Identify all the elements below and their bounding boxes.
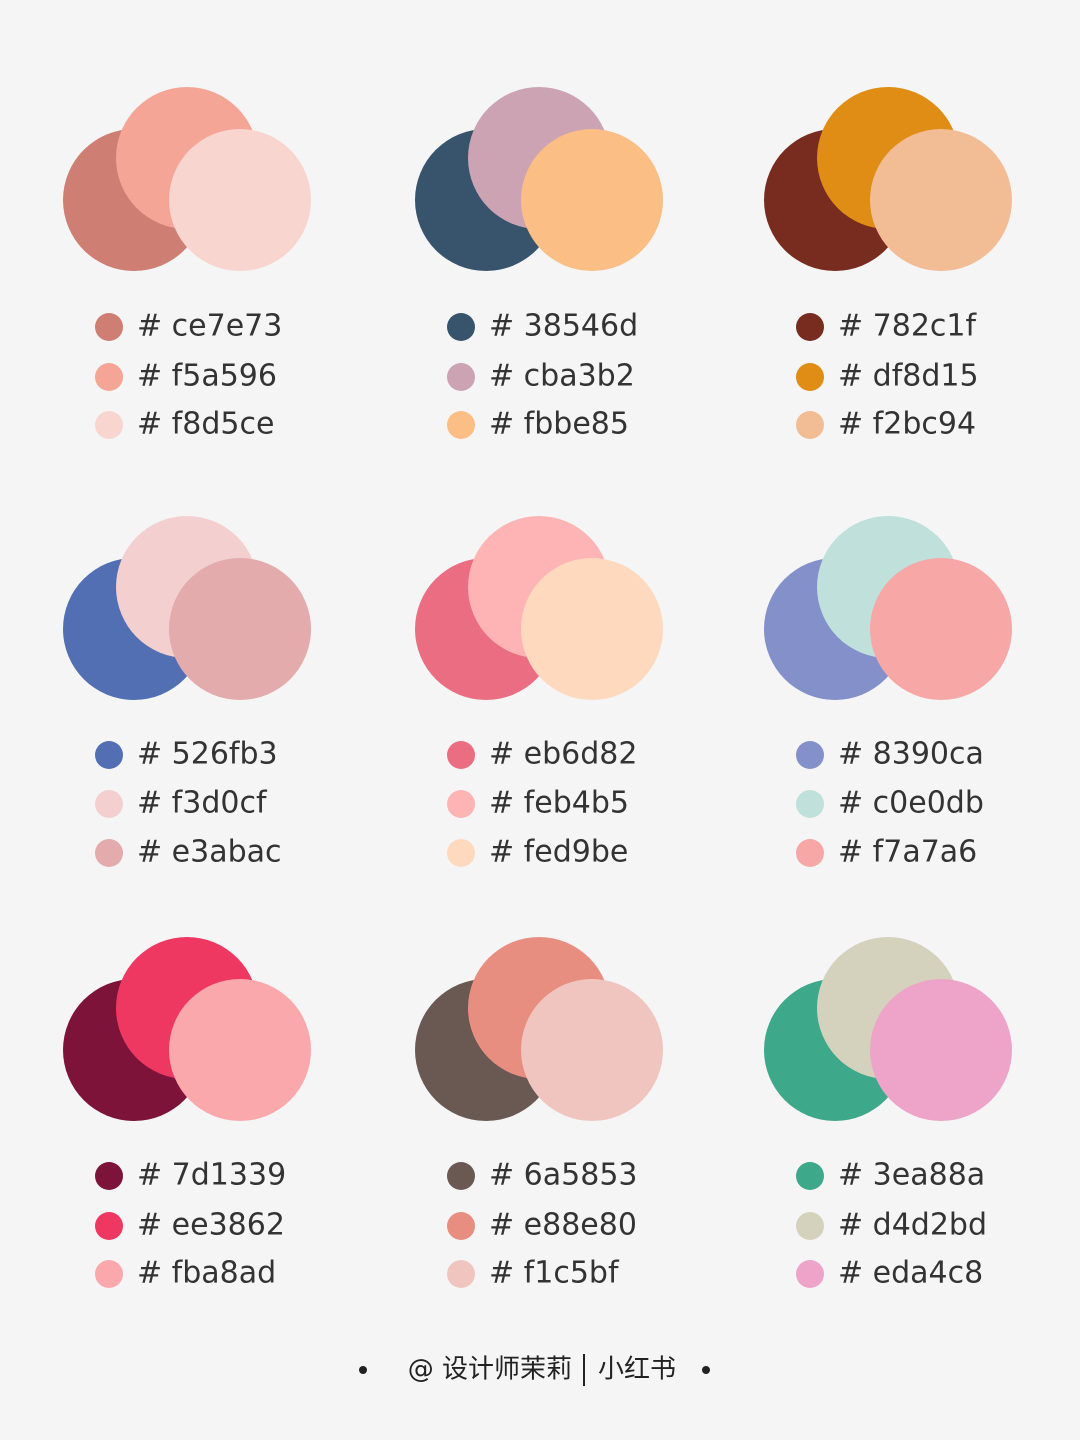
color-code: # d4d2bd (838, 1208, 987, 1243)
footer-dot (359, 1366, 367, 1374)
color-code: # e3abac (137, 835, 282, 870)
swatch-dot (796, 363, 824, 391)
swatch-dot (447, 363, 475, 391)
swatch-circle (521, 129, 663, 271)
color-code: # fba8ad (137, 1256, 276, 1291)
color-code: # eda4c8 (838, 1256, 983, 1291)
swatch-circle (521, 979, 663, 1121)
color-code: # f8d5ce (137, 407, 274, 442)
swatch-dot (447, 1212, 475, 1240)
color-code: # 3ea88a (838, 1158, 985, 1193)
swatch-circle (169, 979, 311, 1121)
color-code: # 782c1f (838, 309, 978, 344)
swatch-dot (95, 1162, 123, 1190)
color-code: # 38546d (489, 309, 638, 344)
swatch-dot (796, 790, 824, 818)
swatch-circle (870, 558, 1012, 700)
swatch-dot (95, 363, 123, 391)
footer-handle: @ 设计师茉莉 (408, 1355, 572, 1385)
color-code: # 526fb3 (137, 737, 278, 772)
swatch-dot (796, 1162, 824, 1190)
swatch-circle (870, 979, 1012, 1121)
color-code: # feb4b5 (489, 786, 629, 821)
swatch-dot (95, 741, 123, 769)
swatch-dot (447, 1260, 475, 1288)
swatch-dot (95, 1212, 123, 1240)
color-code: # 7d1339 (137, 1158, 286, 1193)
swatch-circle (521, 558, 663, 700)
footer-platform: 小红书 (598, 1355, 676, 1385)
swatch-dot (447, 839, 475, 867)
color-code: # ee3862 (137, 1208, 285, 1243)
color-code: # fbbe85 (489, 407, 629, 442)
color-code: # c0e0db (838, 786, 984, 821)
color-code: # f5a596 (137, 359, 277, 394)
swatch-dot (95, 839, 123, 867)
swatch-dot (447, 1162, 475, 1190)
swatch-dot (796, 1212, 824, 1240)
color-code: # f7a7a6 (838, 835, 977, 870)
swatch-dot (95, 790, 123, 818)
swatch-dot (796, 1260, 824, 1288)
swatch-dot (447, 313, 475, 341)
color-code: # f2bc94 (838, 407, 976, 442)
swatch-dot (95, 411, 123, 439)
swatch-dot (447, 411, 475, 439)
color-code: # e88e80 (489, 1208, 637, 1243)
swatch-circle (169, 558, 311, 700)
color-code: # f1c5bf (489, 1256, 620, 1291)
color-code: # 8390ca (838, 737, 984, 772)
color-code: # fed9be (489, 835, 628, 870)
swatch-dot (447, 741, 475, 769)
footer-dot (702, 1366, 710, 1374)
color-code: # cba3b2 (489, 359, 635, 394)
color-code: # 6a5853 (489, 1158, 638, 1193)
swatch-circle (169, 129, 311, 271)
swatch-dot (95, 1260, 123, 1288)
color-code: # f3d0cf (137, 786, 268, 821)
swatch-dot (796, 839, 824, 867)
swatch-dot (796, 411, 824, 439)
swatch-dot (447, 790, 475, 818)
color-code: # ce7e73 (137, 309, 282, 344)
swatch-dot (95, 313, 123, 341)
color-code: # eb6d82 (489, 737, 637, 772)
swatch-circle (870, 129, 1012, 271)
color-code: # df8d15 (838, 359, 979, 394)
swatch-dot (796, 313, 824, 341)
swatch-dot (796, 741, 824, 769)
